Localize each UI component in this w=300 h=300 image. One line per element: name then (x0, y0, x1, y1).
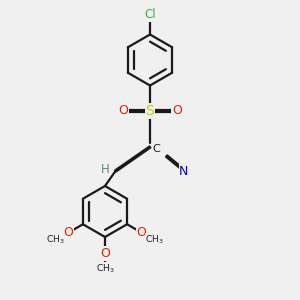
Text: C: C (153, 144, 160, 154)
Text: CH$_3$: CH$_3$ (46, 234, 65, 246)
Text: O: O (172, 104, 182, 118)
Text: CH$_3$: CH$_3$ (145, 234, 164, 246)
Text: S: S (146, 104, 154, 118)
Text: CH$_3$: CH$_3$ (96, 262, 114, 275)
Text: O: O (100, 247, 110, 260)
Text: H: H (100, 163, 109, 176)
Text: Cl: Cl (144, 8, 156, 22)
Text: O: O (64, 226, 74, 239)
Text: N: N (179, 165, 189, 178)
Text: O: O (136, 226, 146, 239)
Text: O: O (118, 104, 128, 118)
